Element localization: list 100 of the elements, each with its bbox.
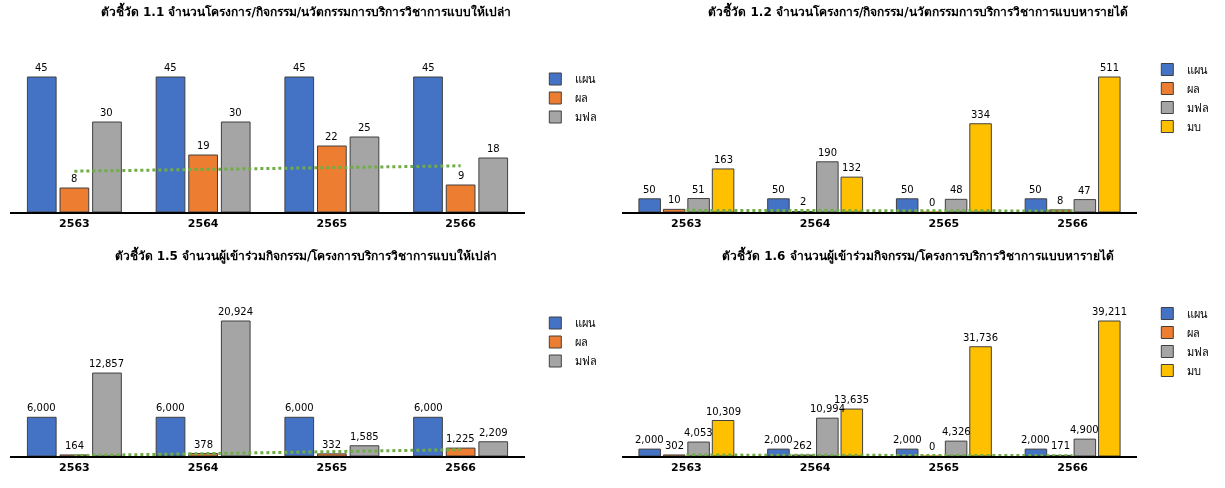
bar <box>317 145 347 212</box>
data-label: 45 <box>35 62 48 73</box>
data-label: 4,900 <box>1070 424 1099 435</box>
bar <box>188 154 218 212</box>
bar <box>767 198 790 212</box>
legend-label: แผน <box>1187 63 1209 77</box>
x-tick-label: 2563 <box>671 216 702 230</box>
data-label: 2,000 <box>1021 434 1050 445</box>
data-label: 6,000 <box>27 402 56 413</box>
legend-label: ผล <box>575 92 589 106</box>
bar <box>284 76 315 212</box>
x-tick-label: 2563 <box>671 460 702 474</box>
bar <box>413 76 443 212</box>
data-label: 2,000 <box>893 434 922 445</box>
data-label: 262 <box>793 440 813 451</box>
legend-label: มฟล <box>575 355 598 369</box>
x-tick-label: 2565 <box>316 460 348 474</box>
bar <box>1073 199 1097 212</box>
bar <box>26 76 57 212</box>
bar <box>711 420 735 456</box>
legend-label: มบ <box>1187 120 1202 134</box>
data-label: 2,000 <box>764 434 793 445</box>
bar <box>687 198 710 212</box>
data-label: 378 <box>194 439 214 450</box>
legend-label: มฟล <box>1187 345 1210 359</box>
legend-label: ผล <box>575 336 589 350</box>
data-label: 51 <box>692 184 705 195</box>
x-tick-label: 2564 <box>799 460 831 474</box>
x-tick-label: 2563 <box>59 460 90 474</box>
data-label: 50 <box>901 184 914 195</box>
data-label: 6,000 <box>414 402 443 413</box>
data-label: 9 <box>458 170 465 181</box>
data-label: 1,585 <box>350 431 379 442</box>
data-label: 18 <box>487 143 500 154</box>
data-label: 45 <box>293 62 306 73</box>
data-label: 2,209 <box>479 427 508 438</box>
bar <box>92 121 122 212</box>
x-tick-label: 2565 <box>928 216 960 230</box>
bar <box>445 184 476 212</box>
data-label: 4,053 <box>684 427 713 438</box>
bar <box>317 453 347 456</box>
x-tick-label: 2564 <box>799 216 831 230</box>
data-label: 8 <box>1057 195 1064 206</box>
bar <box>687 441 710 456</box>
data-label: 302 <box>665 440 685 451</box>
bar <box>711 168 735 212</box>
bar <box>26 416 57 456</box>
x-tick-label: 2566 <box>1057 216 1089 230</box>
legend-label: มฟล <box>575 111 598 125</box>
data-label: 10,309 <box>706 406 741 417</box>
data-label: 13,635 <box>834 394 869 405</box>
bar <box>1073 438 1097 456</box>
data-label: 20,924 <box>218 306 253 317</box>
data-label: 511 <box>1100 62 1120 73</box>
data-label: 132 <box>842 162 862 173</box>
data-label: 0 <box>929 197 936 208</box>
bar <box>1098 320 1121 456</box>
data-label: 45 <box>422 62 435 73</box>
legend-label: แผน <box>575 317 597 331</box>
data-label: 31,736 <box>963 332 998 343</box>
x-tick-label: 2566 <box>445 460 477 474</box>
data-label: 12,857 <box>89 358 124 369</box>
data-label: 2,000 <box>635 434 664 445</box>
data-label: 25 <box>358 122 371 133</box>
data-label: 6,000 <box>156 402 185 413</box>
chart-title: ตัวชี้วัด 1.5 จำนวนผู้เข้าร่วมกิจกรรม/โครงการบริการวิชาการแบบให้เปล่า <box>114 245 498 264</box>
bar <box>92 372 122 456</box>
data-label: 47 <box>1078 185 1091 196</box>
data-label: 10,994 <box>810 403 845 414</box>
data-label: 164 <box>65 440 85 451</box>
x-tick-label: 2564 <box>187 460 219 474</box>
data-label: 1,225 <box>446 433 475 444</box>
chart-title: ตัวชี้วัด 1.1 จำนวนโครงการ/กิจกรรม/นวัตกรรมการบริการวิชาการแบบให้เปล่า <box>100 1 512 19</box>
chart-title: ตัวชี้วัด 1.2 จำนวนโครงการ/กิจกรรม/นวัตกรรมการบริการวิชาการแบบหารายได้ <box>708 1 1128 19</box>
bar <box>1098 76 1121 212</box>
x-tick-label: 2565 <box>928 460 960 474</box>
data-label: 2 <box>800 196 807 207</box>
data-label: 48 <box>950 184 963 195</box>
data-label: 19 <box>197 140 210 151</box>
x-tick-label: 2566 <box>445 216 477 230</box>
data-label: 171 <box>1051 440 1071 451</box>
data-label: 190 <box>818 147 838 158</box>
data-label: 45 <box>164 62 177 73</box>
legend-label: ผล <box>1187 82 1201 96</box>
data-label: 10 <box>668 194 681 205</box>
x-tick-label: 2565 <box>316 216 348 230</box>
data-label: 22 <box>325 131 338 142</box>
data-label: 332 <box>322 439 342 450</box>
bar <box>220 320 251 456</box>
bar <box>478 157 509 212</box>
data-label: 30 <box>229 107 242 118</box>
bar <box>59 187 90 212</box>
data-label: 39,211 <box>1092 306 1127 317</box>
bar <box>155 76 186 212</box>
bar <box>638 448 661 456</box>
data-label: 50 <box>772 184 785 195</box>
bar <box>1024 198 1048 212</box>
x-tick-label: 2563 <box>59 216 90 230</box>
legend-label: แผน <box>1187 307 1209 321</box>
bar <box>662 208 686 212</box>
